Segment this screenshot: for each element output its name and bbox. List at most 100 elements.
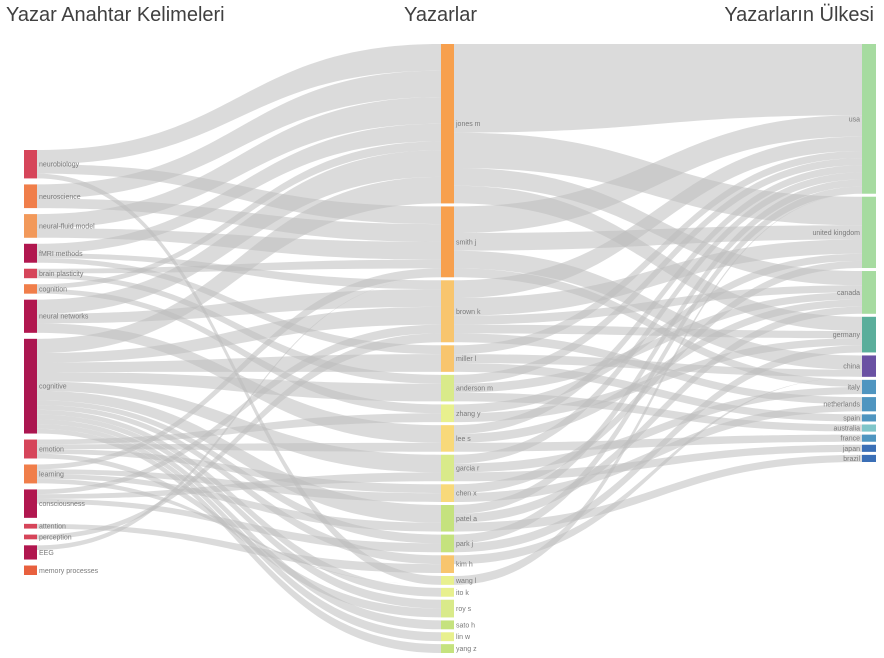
author-node-label-16: lin w xyxy=(456,634,471,641)
country-node-5 xyxy=(862,379,876,395)
country-node-11 xyxy=(862,454,876,462)
keyword-node-label-4: brain plasticity xyxy=(39,271,84,278)
link-author-country-4 xyxy=(454,115,862,233)
link-author-country-28 xyxy=(454,404,862,502)
link-keyword-author-29 xyxy=(37,428,441,653)
author-node-label-17: yang z xyxy=(456,646,477,653)
author-node-14 xyxy=(441,599,454,618)
link-author-country-34 xyxy=(454,376,862,565)
author-node-4 xyxy=(441,374,454,402)
country-node-label-5: italy xyxy=(848,384,861,391)
author-node-2 xyxy=(441,280,454,343)
author-node-15 xyxy=(441,620,454,630)
link-keyword-author-15 xyxy=(37,289,441,324)
link-keyword-author-33 xyxy=(37,453,441,618)
link-keyword-author-14 xyxy=(37,150,441,314)
link-keyword-author-5 xyxy=(37,97,441,229)
keyword-node-label-12: perception xyxy=(39,534,72,541)
author-node-label-14: roy s xyxy=(456,606,472,613)
country-node-8 xyxy=(862,424,876,432)
link-keyword-author-20 xyxy=(37,371,441,402)
author-node-label-7: garcia r xyxy=(456,466,480,473)
keyword-node-11 xyxy=(24,523,37,529)
author-node-label-10: park j xyxy=(456,541,474,548)
author-node-label-6: lee s xyxy=(456,436,471,443)
keyword-node-2 xyxy=(24,214,37,238)
country-node-label-10: japan xyxy=(842,446,860,453)
country-node-label-2: canada xyxy=(837,290,860,297)
keyword-node-label-10: consciousness xyxy=(39,501,85,508)
author-node-label-9: patel a xyxy=(456,516,477,523)
country-node-2 xyxy=(862,271,876,314)
author-node-label-12: wang l xyxy=(455,578,477,585)
link-keyword-author-13 xyxy=(37,288,441,414)
link-keyword-author-36 xyxy=(37,473,441,532)
country-node-3 xyxy=(862,316,876,353)
link-author-country-0 xyxy=(454,44,862,133)
author-node-9 xyxy=(441,505,454,532)
author-node-7 xyxy=(441,454,454,482)
author-node-label-11: kim h xyxy=(456,562,473,569)
keyword-node-label-5: cognition xyxy=(39,286,67,293)
keyword-node-label-6: neural networks xyxy=(39,314,89,321)
keyword-node-12 xyxy=(24,534,37,540)
link-author-country-23 xyxy=(454,434,862,452)
country-node-7 xyxy=(862,414,876,422)
link-keyword-author-39 xyxy=(37,324,441,495)
link-keyword-author-3 xyxy=(37,70,441,199)
link-keyword-author-18 xyxy=(37,306,441,363)
country-node-10 xyxy=(862,444,876,452)
link-author-country-7 xyxy=(454,268,862,387)
link-keyword-author-41 xyxy=(37,472,441,499)
author-node-17 xyxy=(441,644,454,653)
keyword-node-1 xyxy=(24,184,37,209)
link-author-country-33 xyxy=(454,345,862,553)
keyword-node-label-11: attention xyxy=(39,524,66,531)
author-node-11 xyxy=(441,555,454,573)
keyword-node-13 xyxy=(24,545,37,560)
link-keyword-author-22 xyxy=(37,390,441,523)
country-node-4 xyxy=(862,355,876,377)
keyword-node-10 xyxy=(24,489,37,518)
author-node-label-2: brown k xyxy=(456,309,481,316)
country-node-label-6: netherlands xyxy=(823,402,860,409)
keyword-node-label-14: memory processes xyxy=(39,568,99,575)
sankey-nodes: neurobiology neuroscience neural-fluid mod… xyxy=(24,44,876,653)
keyword-node-label-2: neural-fluid model xyxy=(39,223,95,230)
link-author-country-29 xyxy=(454,179,862,514)
keyword-node-8 xyxy=(24,439,37,459)
column-title-authors: Yazarlar xyxy=(404,4,477,26)
link-author-country-25 xyxy=(454,386,862,473)
keyword-node-5 xyxy=(24,284,37,294)
author-node-label-15: sato h xyxy=(456,622,475,629)
author-node-label-4: anderson m xyxy=(456,386,493,393)
author-node-label-8: chen x xyxy=(456,491,477,498)
country-node-label-3: germany xyxy=(833,332,861,339)
country-node-label-11: brazil xyxy=(843,456,860,463)
keyword-node-9 xyxy=(24,464,37,484)
link-keyword-author-30 xyxy=(37,413,441,445)
link-author-country-15 xyxy=(454,363,862,422)
link-keyword-author-11 xyxy=(37,273,441,384)
column-title-countries: Yazarların Ülkesi xyxy=(724,4,874,26)
author-node-6 xyxy=(441,425,454,452)
keyword-node-0 xyxy=(24,150,37,179)
link-author-country-36 xyxy=(454,193,862,585)
country-node-label-8: australia xyxy=(834,426,861,433)
link-author-country-19 xyxy=(454,253,862,414)
country-node-label-0: usa xyxy=(849,116,860,123)
keyword-node-label-3: fMRI methods xyxy=(39,251,83,258)
author-node-label-13: ito k xyxy=(456,590,469,597)
country-node-label-7: spain xyxy=(843,415,860,422)
link-author-country-27 xyxy=(454,260,862,494)
link-keyword-author-34 xyxy=(37,268,441,470)
author-node-16 xyxy=(441,632,454,642)
keyword-node-6 xyxy=(24,299,37,333)
author-node-label-0: jones m xyxy=(455,121,481,128)
link-author-country-32 xyxy=(454,186,862,544)
link-author-country-9 xyxy=(454,239,862,316)
keyword-node-label-13: EEG xyxy=(39,550,54,557)
country-node-6 xyxy=(862,397,876,412)
keyword-node-4 xyxy=(24,268,37,279)
